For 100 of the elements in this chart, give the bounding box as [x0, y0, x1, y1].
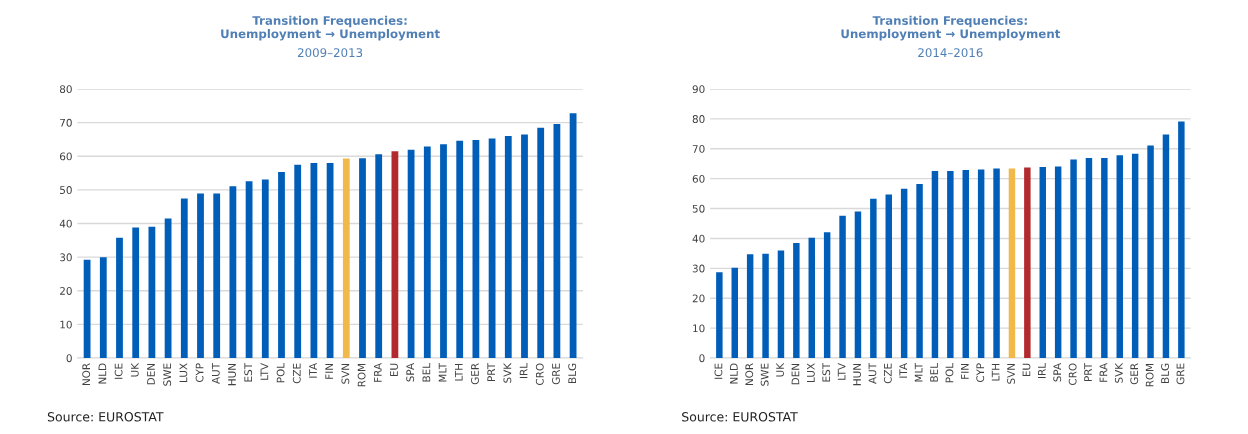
bar	[1147, 145, 1154, 359]
x-tick-label: ITA	[309, 363, 317, 378]
bar	[1101, 158, 1108, 359]
x-tick-label: NLD	[98, 363, 107, 384]
bar	[823, 232, 831, 359]
bar	[472, 140, 480, 359]
x-tick-label: ROM	[357, 363, 366, 387]
x-tick-label: ICE	[114, 363, 123, 379]
x-tick-label: ICE	[714, 363, 723, 379]
bar	[261, 179, 269, 359]
x-tick-label: PRT	[1084, 362, 1092, 382]
chart-subtitle: 2014–2016	[918, 48, 983, 58]
bar	[537, 127, 545, 359]
bar	[294, 164, 302, 359]
bar	[977, 169, 985, 359]
x-tick-label: SWE	[163, 363, 172, 386]
bar	[310, 162, 318, 359]
x-tick-label: SVK	[1114, 362, 1123, 383]
x-tick-label: GRE	[552, 363, 560, 385]
bar	[553, 123, 561, 359]
x-tick-label: IRL	[1038, 362, 1046, 378]
x-tick-label: CYP	[976, 363, 985, 383]
x-tick-label: EU	[1022, 363, 1031, 377]
x-tick-label: FIN	[961, 363, 969, 379]
bar	[1178, 121, 1185, 359]
bar	[180, 198, 188, 359]
bar	[962, 169, 969, 359]
y-tick-label: 10	[60, 320, 72, 329]
x-tick-label: NOR	[82, 363, 91, 386]
bar	[808, 237, 815, 359]
bar	[375, 154, 383, 359]
x-tick-label: ITA	[899, 363, 908, 378]
x-tick-label: GER	[471, 363, 479, 385]
bar	[1054, 166, 1062, 359]
bar	[1085, 158, 1093, 359]
x-tick-label: LUX	[179, 363, 188, 382]
bar	[746, 254, 754, 359]
y-tick-label: 40	[692, 234, 705, 243]
x-tick-label: MLT	[914, 362, 923, 382]
chart-title: Transition Frequencies: Unemployment → Unemployment	[221, 15, 440, 41]
x-tick-label: BEL	[930, 362, 938, 382]
x-tick-label: CYP	[195, 363, 204, 383]
bar	[731, 267, 738, 359]
y-tick-label: 60	[59, 152, 72, 161]
y-tick-label: 50	[60, 186, 72, 194]
x-tick-label: DEN	[147, 363, 155, 385]
x-tick-label: PRT	[487, 362, 495, 382]
y-tick-label: 20	[60, 287, 72, 295]
x-tick-label: IRL	[519, 362, 528, 378]
bar	[870, 198, 877, 359]
y-tick-label: 90	[692, 85, 705, 94]
y-tick-label: 30	[692, 264, 705, 273]
y-tick-label: 80	[59, 85, 72, 94]
y-tick-label: 30	[60, 253, 72, 262]
y-tick-label: 10	[693, 324, 705, 333]
bar	[99, 257, 107, 359]
x-tick-label: POL	[945, 362, 954, 383]
bar	[1024, 167, 1031, 359]
x-tick-label: NOR	[745, 363, 754, 386]
x-tick-label: SVN	[1007, 363, 1015, 384]
source-note: Source: EUROSTAT	[47, 412, 164, 422]
x-tick-label: FIN	[325, 363, 333, 379]
bar	[359, 158, 366, 359]
bar	[278, 172, 285, 359]
bar	[777, 250, 785, 359]
x-tick-label: BLG	[568, 363, 577, 383]
bar	[1070, 159, 1077, 359]
bar	[885, 194, 892, 359]
bar	[213, 193, 221, 359]
bar	[456, 140, 464, 359]
bar	[716, 272, 723, 359]
source-note: Source: EUROSTAT	[682, 412, 798, 422]
x-tick-label: AUT	[211, 362, 220, 384]
y-tick-label: 0	[66, 354, 72, 363]
bar	[854, 211, 862, 359]
y-tick-label: 70	[60, 118, 72, 127]
x-tick-label: HUN	[853, 363, 861, 386]
x-tick-label: SVN	[341, 363, 350, 384]
x-tick-label: CRO	[1068, 363, 1077, 386]
x-tick-label: CZE	[292, 363, 301, 384]
x-tick-label: EST	[244, 362, 253, 382]
bar	[504, 136, 512, 359]
bar	[197, 193, 204, 359]
bar	[762, 253, 769, 359]
x-tick-label: LTH	[454, 363, 463, 381]
chart-title: Transition Frequencies: Unemployment → Unemployment	[841, 15, 1061, 41]
x-tick-label: LTH	[991, 363, 1000, 381]
y-tick-label: 20	[692, 294, 705, 303]
x-tick-label: EU	[390, 363, 398, 377]
x-tick-label: LUX	[807, 363, 815, 382]
bar	[148, 226, 156, 359]
x-tick-label: FRA	[373, 363, 382, 382]
x-tick-label: DEN	[791, 363, 800, 385]
x-tick-label: MLT	[438, 362, 447, 382]
bar	[1116, 155, 1123, 359]
x-tick-label: POL	[276, 362, 285, 383]
y-tick-label: 50	[692, 204, 705, 213]
bar	[440, 144, 447, 359]
x-tick-label: SPA	[1053, 363, 1062, 382]
x-tick-label: HUN	[228, 363, 236, 386]
